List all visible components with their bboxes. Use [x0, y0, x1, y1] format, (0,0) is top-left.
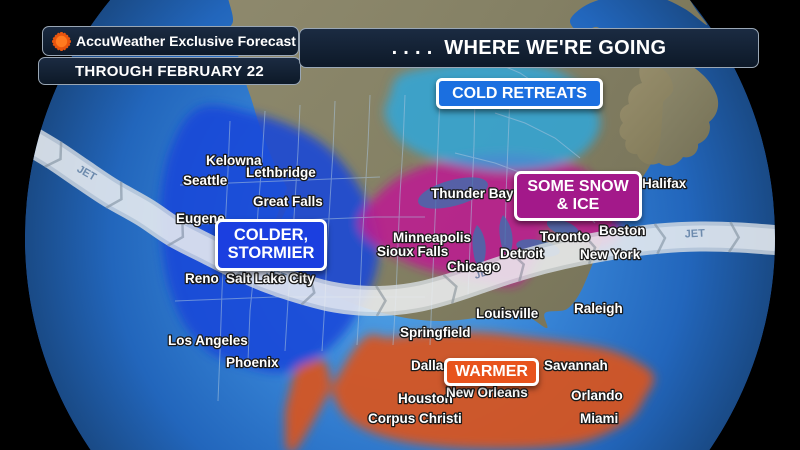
svg-text:JET: JET — [684, 227, 705, 240]
